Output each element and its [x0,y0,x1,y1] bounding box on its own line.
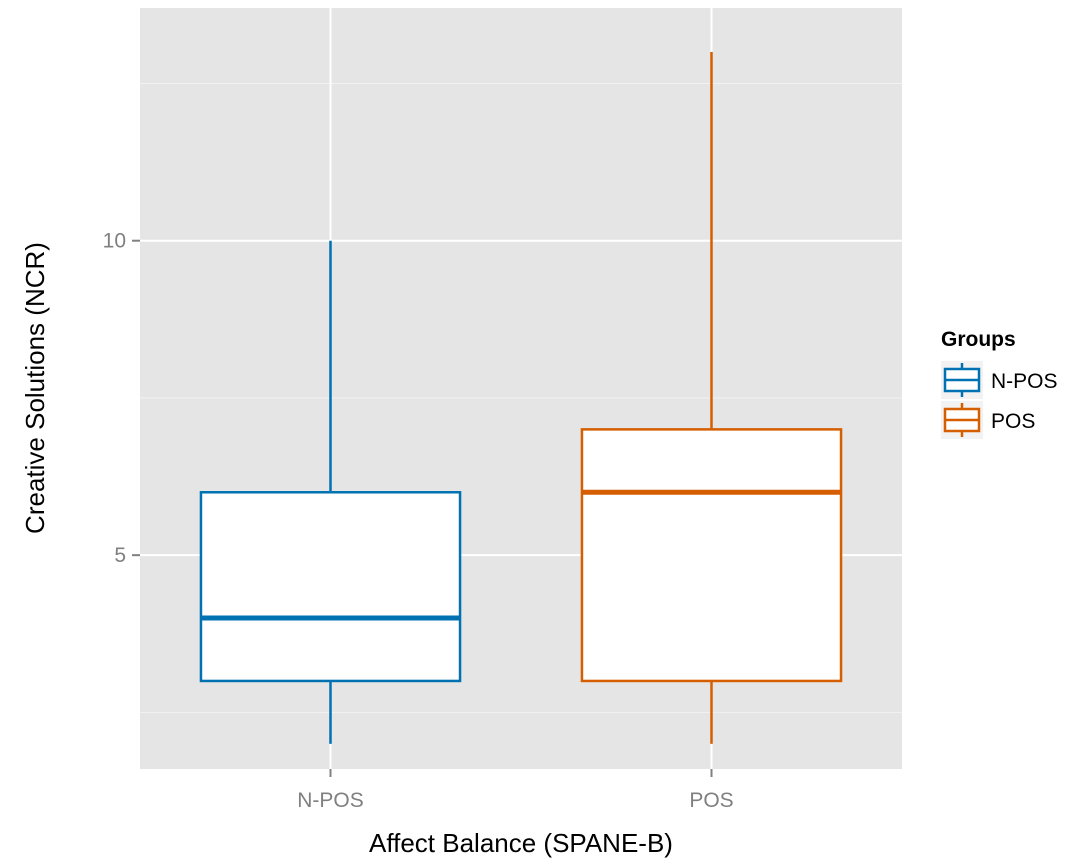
box-body [580,428,843,683]
x-axis: N-POS POS [297,769,734,812]
x-tick-label: N-POS [297,789,364,812]
x-tick-label: POS [689,789,733,812]
x-axis-title: Affect Balance (SPANE-B) [369,828,673,858]
legend-label: POS [991,410,1035,433]
boxes [199,52,843,744]
y-axis: 5 10 [103,230,140,567]
legend-item-pos: POS [941,401,1035,439]
y-tick-label: 5 [114,544,126,567]
box-n-pos [199,240,462,744]
legend-title: Groups [941,328,1016,351]
box-pos [580,52,843,744]
y-axis-title: Creative Solutions (NCR) [20,242,50,534]
box-body [199,491,462,683]
legend-item-n-pos: N-POS [941,361,1058,399]
legend: Groups N-POS POS [941,328,1058,439]
y-tick-label: 10 [103,230,126,253]
legend-label: N-POS [991,370,1058,393]
